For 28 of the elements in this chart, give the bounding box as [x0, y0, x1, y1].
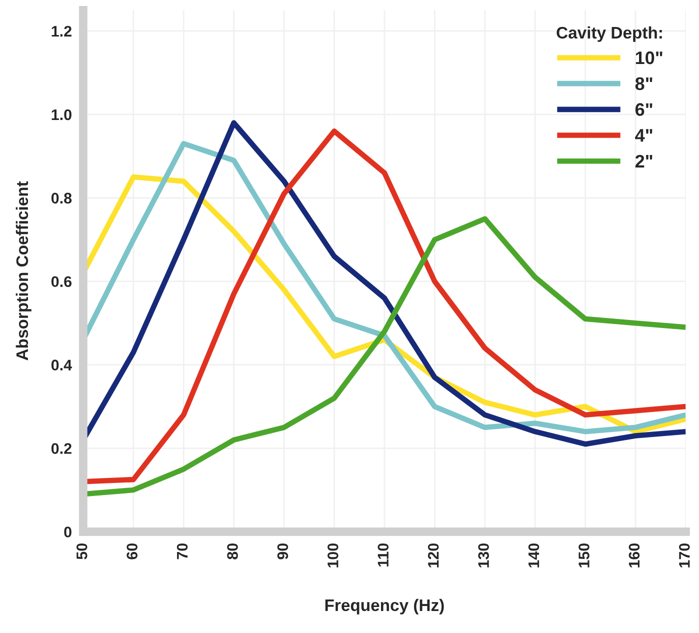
legend-label: 10" [636, 51, 662, 64]
legend-label: 4" [635, 129, 652, 142]
x-tick-label: 50 [76, 543, 88, 560]
x-tick-label: 170 [679, 543, 690, 568]
y-axis-title: Absorption Coefficient [16, 181, 32, 360]
x-tick-label: 100 [328, 543, 338, 568]
y-tick-label: 0.2 [51, 443, 72, 454]
legend-label: 2" [635, 154, 652, 168]
y-tick-label: 0.8 [51, 192, 72, 204]
y-tick-label: 0.6 [51, 276, 72, 288]
x-tick-label: 60 [126, 543, 138, 560]
x-tick-label: 150 [578, 543, 590, 568]
x-tick-label: 90 [277, 543, 288, 560]
x-tick-label: 120 [428, 543, 439, 568]
legend-label: 6" [635, 103, 652, 116]
x-tick-label: 130 [478, 543, 489, 568]
x-tick-label: 160 [628, 543, 640, 568]
legend-label: 8" [635, 77, 652, 90]
legend-title: Cavity Depth: [556, 26, 662, 42]
x-tick-label: 140 [528, 543, 540, 568]
y-tick-label: 0 [64, 526, 72, 538]
x-tick-label: 80 [227, 543, 238, 560]
y-tick-label: 1.0 [52, 109, 72, 120]
x-tick-label: 110 [378, 543, 389, 567]
y-tick-label: 1.2 [52, 26, 72, 37]
x-tick-label: 70 [176, 543, 188, 560]
y-tick-label: 0.4 [51, 360, 72, 370]
x-axis-title: Frequency (Hz) [325, 598, 444, 614]
